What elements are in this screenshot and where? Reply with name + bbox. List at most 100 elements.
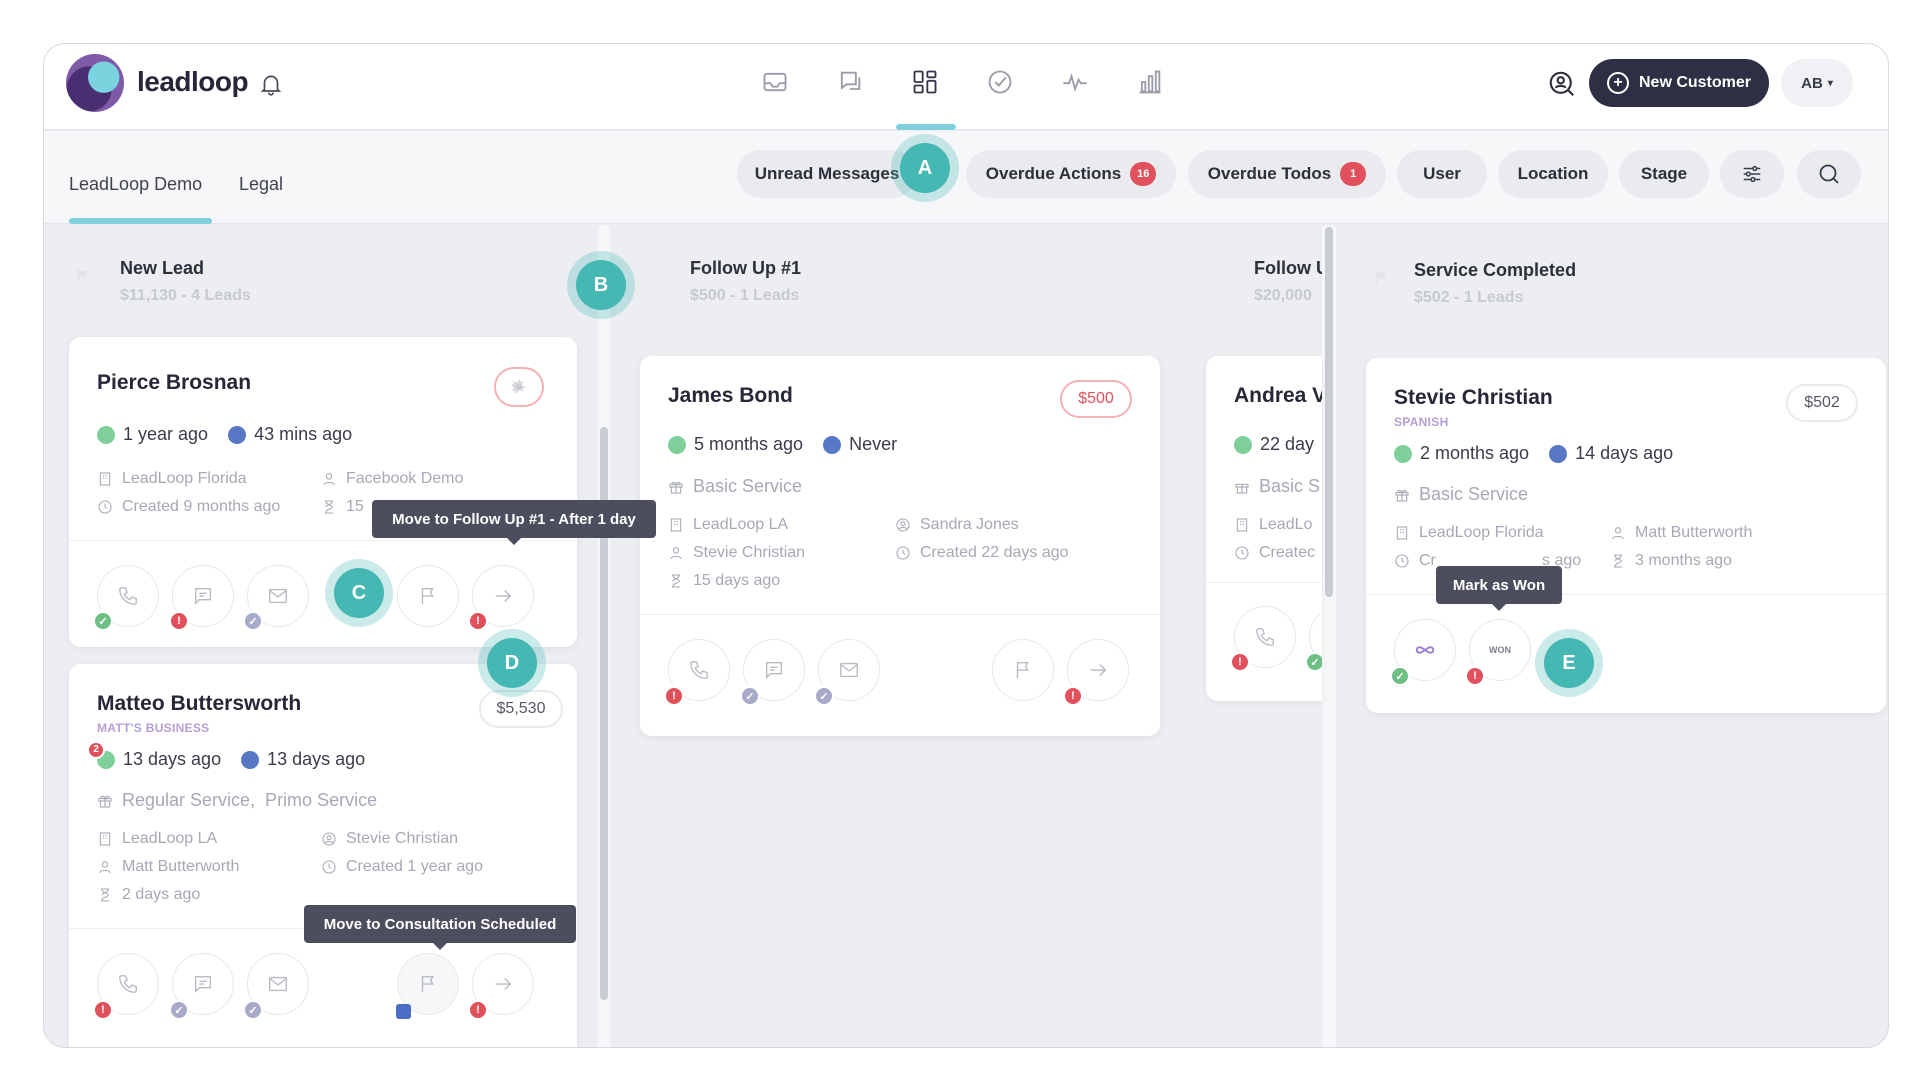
column-summary-new-lead: $11,130 - 4 Leads [120, 287, 251, 304]
person-icon [99, 861, 111, 874]
hotspot-marker-c[interactable]: C [334, 568, 384, 618]
flag-button[interactable] [397, 565, 459, 627]
phone-icon [119, 975, 137, 993]
check-circle-icon[interactable] [985, 66, 1015, 98]
column-summary-follow-up-2: $20,000 [1254, 287, 1312, 304]
new-customer-button[interactable]: + New Customer [1589, 59, 1769, 107]
column-scrollbar[interactable] [600, 427, 608, 1000]
arrow-right-icon [495, 590, 512, 602]
filter-overdue-todos[interactable]: Overdue Todos 1 [1188, 150, 1386, 198]
last-activity-time: 13 days ago [267, 749, 366, 769]
board-icon[interactable] [910, 66, 940, 98]
bell-icon[interactable] [258, 71, 284, 97]
column-title-service-completed: Service Completed [1414, 260, 1577, 280]
won-alert-badge: ! [1465, 666, 1485, 686]
lead-name[interactable]: James Bond [668, 384, 793, 407]
building-icon [99, 832, 111, 846]
lead-name[interactable]: Andrea V [1234, 384, 1322, 407]
search-button[interactable] [1797, 150, 1861, 198]
inbox-icon[interactable] [760, 66, 790, 98]
contact-name: Matt Butterworth [1635, 524, 1753, 541]
clock-icon [322, 860, 336, 874]
filter-overdue-actions[interactable]: Overdue Actions 16 [966, 150, 1176, 198]
stage-duration: 2 days ago [122, 886, 201, 903]
lead-created: Created 22 days ago [920, 544, 1069, 561]
leadloop-logo[interactable] [66, 54, 124, 112]
filter-stage[interactable]: Stage [1619, 150, 1709, 198]
phone-icon [690, 661, 708, 679]
column-summary-follow-up-1: $500 - 1 Leads [690, 287, 800, 304]
activity-status-icon [1549, 444, 1568, 463]
lead-settings-button[interactable] [494, 367, 544, 407]
filter-user[interactable]: User [1397, 150, 1487, 198]
brand-name[interactable]: leadloop [137, 66, 249, 97]
infinity-icon [1415, 646, 1435, 654]
lead-card-matteo-buttersworth[interactable]: Matteo Buttersworth MATT'S BUSINESS $5,5… [69, 664, 577, 1047]
recurring-status-badge: ✓ [1390, 666, 1410, 686]
lead-location: LeadLoop Florida [1419, 524, 1544, 541]
message-status-badge: ✓ [1305, 652, 1322, 672]
hotspot-marker-a[interactable]: A [900, 143, 950, 193]
contact-name: Matt Butterworth [122, 858, 240, 875]
activity-icon[interactable] [1060, 66, 1090, 98]
message-icon [194, 975, 212, 993]
company-name: MATT'S BUSINESS [97, 721, 210, 735]
person-icon [670, 547, 682, 560]
flag-icon [421, 975, 434, 993]
bar-chart-icon[interactable] [1135, 66, 1165, 98]
notification-count-badge: 2 [87, 740, 105, 759]
mail-icon [840, 662, 858, 678]
service-completed-flag-icon [1375, 270, 1387, 284]
filter-stage-label: Stage [1640, 164, 1688, 183]
services-list: Basic S [1259, 476, 1321, 496]
gift-icon [669, 481, 683, 494]
column-scrollbar[interactable] [1325, 227, 1333, 597]
lead-card-pierce-brosnan[interactable]: Pierce Brosnan 1 year ago 43 mins ago Le… [69, 337, 577, 647]
gift-icon [1235, 483, 1249, 494]
gift-icon [1395, 489, 1409, 502]
flag-button[interactable] [992, 639, 1054, 701]
lead-name[interactable]: Pierce Brosnan [97, 371, 252, 394]
hotspot-marker-e[interactable]: E [1544, 638, 1594, 688]
tab-legal[interactable]: Legal [239, 174, 284, 194]
new-customer-label: New Customer [1638, 74, 1752, 91]
filter-settings-button[interactable] [1720, 150, 1784, 198]
chat-icon[interactable] [835, 66, 865, 98]
tooltip-move-follow-up: Move to Follow Up #1 - After 1 day [372, 500, 656, 545]
building-icon [670, 518, 682, 532]
lead-language: SPANISH [1394, 415, 1449, 429]
hotspot-marker-b[interactable]: B [576, 260, 626, 310]
hotspot-marker-d[interactable]: D [487, 638, 537, 688]
lead-created: Createc [1259, 544, 1316, 561]
user-avatar-menu[interactable]: AB ▾ [1781, 59, 1853, 107]
phone-icon [1256, 628, 1274, 646]
call-alert-badge: ! [93, 1000, 113, 1020]
lead-name[interactable]: Matteo Buttersworth [97, 692, 302, 715]
lead-card-james-bond[interactable]: James Bond $500 5 months ago Never Basic… [640, 356, 1160, 736]
filter-location-label: Location [1517, 164, 1589, 183]
building-icon [99, 472, 111, 486]
assignee: Sandra Jones [920, 516, 1019, 533]
tab-leadloop-demo[interactable]: LeadLoop Demo [69, 174, 203, 194]
filter-location[interactable]: Location [1498, 150, 1608, 198]
column-title-new-lead: New Lead [120, 258, 205, 278]
lead-created: Created 9 months ago [122, 498, 281, 515]
message-status-badge: ✓ [740, 686, 760, 706]
lead-card-stevie-christian[interactable]: Stevie Christian SPANISH $502 2 months a… [1366, 358, 1886, 713]
search-user-icon[interactable] [1547, 69, 1577, 99]
lead-card-andrea[interactable]: Andrea V 22 day Basic S LeadLo Createc !… [1206, 356, 1322, 701]
lead-name[interactable]: Stevie Christian [1394, 386, 1553, 409]
services-list: Basic Service [693, 476, 803, 496]
active-tab-indicator [69, 218, 212, 224]
recurring-button[interactable] [1394, 619, 1456, 681]
filter-overdue-todos-label: Overdue Todos [1207, 164, 1332, 183]
filter-unread-messages[interactable]: Unread Messages [737, 150, 917, 198]
call-alert-badge: ! [664, 686, 684, 706]
caret-down-icon: ▾ [1827, 77, 1833, 89]
last-activity-time: 14 days ago [1575, 443, 1674, 463]
mark-won-button[interactable]: WON [1469, 619, 1531, 681]
avatar-initials: AB [1801, 74, 1823, 92]
activity-status-icon [823, 435, 842, 454]
message-icon [194, 587, 212, 605]
flag-icon [1016, 661, 1029, 679]
